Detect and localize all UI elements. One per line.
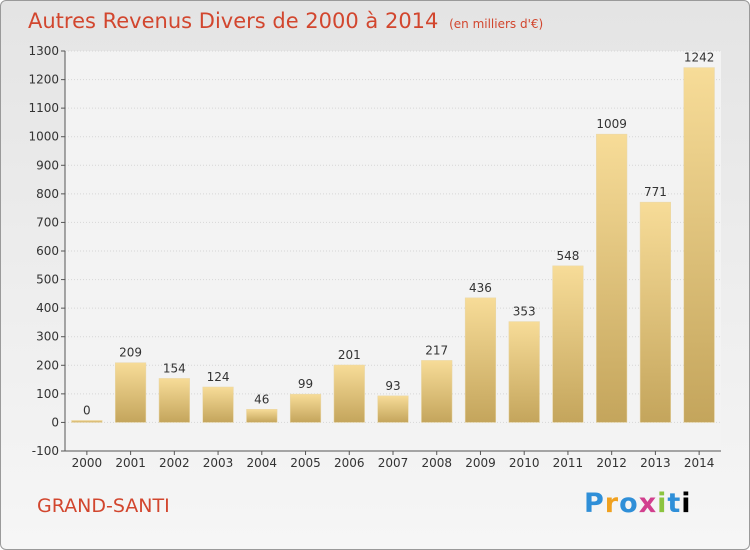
data-label-2013: 771: [644, 185, 667, 199]
data-label-2012: 1009: [596, 117, 627, 131]
chart-title-text: Autres Revenus Divers de 2000 à 2014: [28, 9, 439, 33]
data-label-2005: 99: [298, 377, 313, 391]
x-tick-label-2011: 2011: [553, 456, 584, 470]
y-tick-label: 800: [36, 187, 59, 201]
proxiti-logo: Proxiti: [584, 488, 692, 519]
bar-2010: [508, 321, 540, 423]
x-tick-label-2005: 2005: [290, 456, 321, 470]
bar-2012: [596, 133, 628, 423]
bar-2014: [683, 67, 715, 423]
x-tick-label-2008: 2008: [421, 456, 452, 470]
bar-2008: [421, 360, 453, 423]
x-tick-label-2003: 2003: [203, 456, 234, 470]
place-name: GRAND-SANTI: [37, 495, 170, 517]
data-label-2006: 201: [338, 348, 361, 362]
data-label-2007: 93: [385, 379, 400, 393]
y-tick-label: 1300: [28, 44, 59, 58]
data-label-2000: 0: [83, 403, 91, 417]
bar-2007: [377, 395, 409, 423]
data-label-2001: 209: [119, 346, 142, 360]
bar-2013: [639, 201, 671, 423]
bar-2011: [552, 265, 584, 423]
x-tick-label-2004: 2004: [247, 456, 278, 470]
bar-2009: [464, 297, 497, 423]
bar-2002: [158, 378, 190, 423]
data-label-2011: 548: [556, 249, 579, 263]
x-tick-label-2014: 2014: [684, 456, 715, 470]
x-tick-label-2009: 2009: [465, 456, 496, 470]
bar-2006: [333, 364, 365, 423]
chart-title: Autres Revenus Divers de 2000 à 2014 (en…: [28, 9, 543, 33]
data-label-2010: 353: [513, 305, 536, 319]
x-tick-label-2007: 2007: [378, 456, 409, 470]
data-label-2008: 217: [425, 343, 448, 357]
data-label-2009: 436: [469, 281, 492, 295]
data-label-2014: 1242: [684, 51, 715, 65]
y-tick-label: 100: [36, 387, 59, 401]
x-tick-label-2001: 2001: [115, 456, 146, 470]
y-tick-label: 0: [51, 415, 59, 429]
x-tick-label-2010: 2010: [509, 456, 540, 470]
y-tick-label: 200: [36, 358, 59, 372]
bar-2000: [71, 420, 103, 423]
x-tick-label-2002: 2002: [159, 456, 190, 470]
y-tick-label: 1200: [28, 73, 59, 87]
y-tick-label: 1100: [28, 101, 59, 115]
data-label-2002: 154: [163, 361, 186, 375]
x-tick-label-2013: 2013: [640, 456, 671, 470]
y-tick-label: 600: [36, 244, 59, 258]
bar-2005: [289, 393, 322, 423]
bar-2004: [246, 409, 278, 423]
bar-2001: [115, 362, 147, 423]
data-label-2003: 124: [207, 370, 230, 384]
data-label-2004: 46: [254, 392, 269, 406]
y-tick-label: 400: [36, 301, 59, 315]
y-tick-label: 700: [36, 215, 59, 229]
x-tick-label-2012: 2012: [596, 456, 627, 470]
y-tick-label: 500: [36, 273, 59, 287]
x-tick-label-2006: 2006: [334, 456, 365, 470]
chart-subtitle: (en milliers d'€): [449, 17, 544, 31]
x-tick-label-2000: 2000: [72, 456, 103, 470]
y-tick-label: 1000: [28, 130, 59, 144]
y-tick-label: 300: [36, 330, 59, 344]
y-tick-label: 900: [36, 158, 59, 172]
bar-2003: [202, 386, 234, 423]
y-tick-label: -100: [32, 444, 59, 458]
